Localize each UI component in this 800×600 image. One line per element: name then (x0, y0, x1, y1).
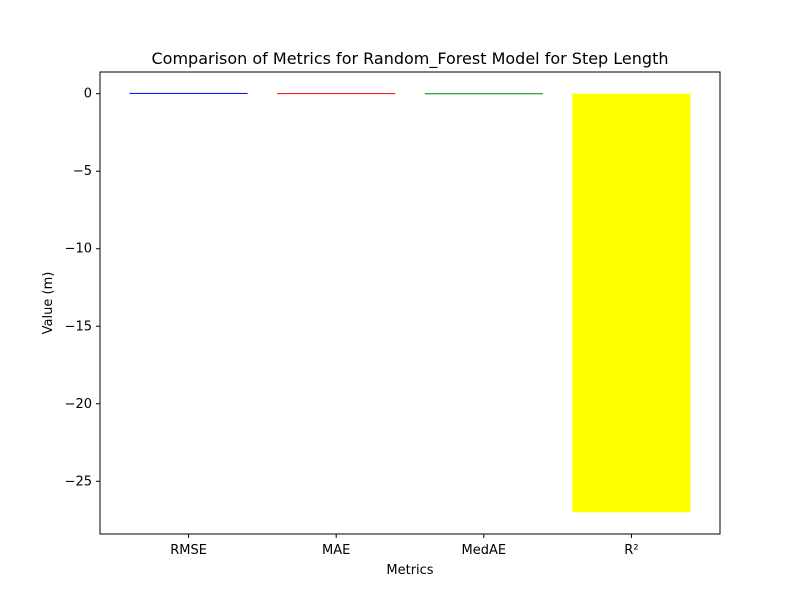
y-tick-label: −25 (65, 474, 92, 489)
y-tick-label: −15 (65, 319, 92, 334)
y-tick-label: −5 (73, 164, 92, 179)
y-tick-label: 0 (84, 87, 92, 102)
bars-group (129, 92, 691, 513)
y-axis-label: Value (m) (41, 272, 56, 335)
bar-2 (424, 93, 543, 95)
x-axis-ticks: RMSE MAE MedAE R² (170, 534, 639, 558)
x-tick-label: RMSE (170, 543, 207, 558)
bar-0 (129, 92, 248, 94)
chart-title: Comparison of Metrics for Random_Forest … (152, 49, 669, 69)
x-axis-label: Metrics (386, 563, 433, 578)
plot-area-frame (99, 71, 721, 535)
y-tick-label: −10 (65, 242, 92, 257)
x-tick-label: MedAE (462, 543, 507, 558)
x-tick-label: MAE (322, 543, 350, 558)
y-axis-ticks: 0 −5 −10 −15 −20 −25 (65, 87, 100, 489)
bar-1 (277, 93, 396, 95)
x-tick-label: R² (624, 543, 638, 558)
bar-3 (572, 93, 691, 513)
y-tick-label: −20 (65, 397, 92, 412)
